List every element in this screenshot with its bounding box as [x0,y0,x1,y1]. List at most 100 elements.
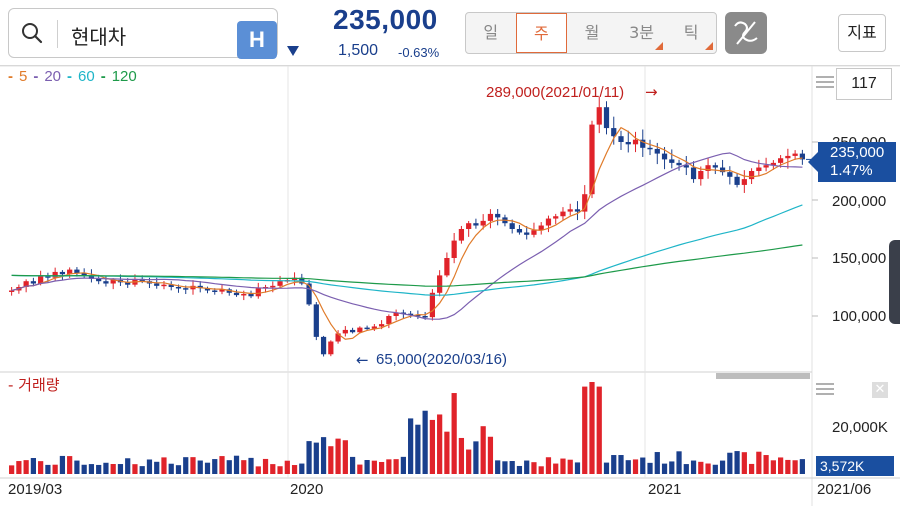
volume-bar [495,460,501,474]
volume-bar [357,464,363,474]
volume-bar [125,458,131,474]
candle-body [531,230,537,235]
volume-bar [466,449,472,474]
volume-bar [654,452,660,474]
volume-bar [117,464,124,474]
price-change: 1,500 [338,42,379,59]
volume-bar [270,464,276,474]
period-tab-3[interactable]: 3분 [617,13,667,53]
volume-bar [487,436,494,474]
legend-ma-0: 5 [19,68,28,85]
volume-bar [110,464,116,474]
candle-body [582,194,588,212]
candle-body [161,284,167,287]
period-tab-2[interactable]: 월 [584,23,600,42]
stock-search-box[interactable]: 현대차 H [8,8,278,59]
candle-body [422,316,428,318]
low-arrow-icon: ← [356,351,369,369]
candle-body [458,229,465,241]
volume-bar [23,460,29,474]
volume-bar [727,452,733,474]
volume-bar [9,465,15,474]
y-axis-label-150000: 150,000 [832,250,887,267]
legend-dash-2: - [67,68,73,85]
candle-body [647,147,653,150]
candle-body [516,229,523,233]
period-tab-4[interactable]: 틱 [666,13,716,53]
volume-bar [190,457,196,474]
volume-bar [313,442,319,474]
candle-body [328,341,334,355]
candle-body [632,139,639,145]
candle-body [698,171,704,180]
candle-body [799,153,805,160]
volume-menu-icon[interactable] [816,383,834,399]
candle-body [487,213,494,221]
volume-bar [328,446,334,474]
volume-bar [625,460,631,474]
current-price-tag-value: 235,000 [830,144,885,161]
period-tab-0[interactable]: 일 [483,23,499,42]
candle-body [553,216,559,219]
candle-body [429,292,436,318]
candle-body [777,158,784,163]
candle-body [589,124,595,195]
volume-bar [299,463,305,474]
volume-bar [690,460,697,474]
candle-body [74,269,80,274]
candle-body [603,107,610,129]
volume-bar [30,458,37,474]
candle-body [371,326,377,329]
candle-body [444,258,450,276]
candle-body [248,293,254,297]
volume-bar [422,410,428,474]
high-annotation: 289,000(2021/01/11) [486,84,625,101]
volume-bar [74,460,80,474]
candle-body [38,275,44,284]
volume-bar [712,464,718,474]
volume-bar [59,455,66,474]
volume-bar [96,464,102,474]
legend-ma-2: 60 [78,68,95,85]
volume-bar [480,426,486,474]
drawing-tool-button[interactable] [725,12,767,54]
legend-dash-1: - [33,68,39,85]
stock-name[interactable]: 현대차 [71,25,127,49]
volume-bar [603,462,610,474]
chart-menu-icon[interactable] [816,76,834,92]
indicator-button[interactable]: 지표 [838,14,886,52]
volume-bar [175,465,182,474]
search-icon[interactable] [21,22,43,44]
volume-bar [67,456,73,474]
high-arrow-icon: → [645,83,658,101]
side-panel-handle[interactable] [889,240,900,324]
candle-body [669,159,675,163]
volume-bar [444,431,450,474]
volume-bar [277,466,283,474]
candle-body [437,275,443,293]
down-triangle-icon [287,46,299,56]
close-icon[interactable]: ✕ [872,382,888,398]
candle-body [96,278,102,282]
price-chart[interactable] [0,66,900,506]
volume-bar [524,460,530,474]
candle-count-field[interactable]: 117 [836,68,892,100]
volume-bar [437,414,443,474]
candle-body [545,218,552,226]
candle-body [473,223,479,226]
volume-bar [81,464,87,474]
volume-bar [52,464,58,474]
candle-body [335,333,341,342]
candle-body [67,269,73,275]
candle-body [741,179,747,185]
candle-body [306,283,312,305]
stock-badge-h[interactable]: H [237,21,277,59]
candle-body [125,282,131,285]
candle-body [241,293,247,296]
volume-bar [538,466,544,474]
period-tab-1[interactable]: 주 [515,13,568,53]
volume-axis-label: 20,000K [832,419,888,436]
volume-bar [132,464,138,474]
volume-bar [45,464,51,474]
chart-scrollbar[interactable] [716,373,810,379]
